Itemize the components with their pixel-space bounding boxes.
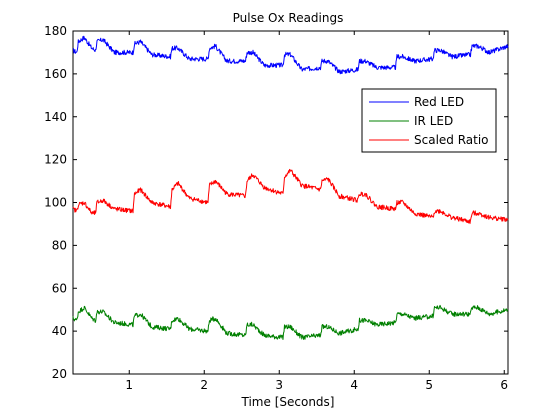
x-axis-label: Time [Seconds] — [241, 395, 335, 409]
legend-label: Scaled Ratio — [414, 133, 489, 147]
y-tick-label: 40 — [52, 324, 67, 338]
y-tick-label: 120 — [44, 153, 67, 167]
series-layer — [72, 35, 509, 340]
y-tick-label: 140 — [44, 110, 67, 124]
y-tick-label: 60 — [52, 281, 67, 295]
legend: Red LED IR LED Scaled Ratio — [361, 88, 497, 153]
y-tick-label: 160 — [44, 67, 67, 81]
x-tick-label: 1 — [125, 378, 133, 392]
x-tick-label: 5 — [425, 378, 433, 392]
series-line-red-led — [72, 35, 509, 75]
x-tick-label: 6 — [500, 378, 508, 392]
ticks-layer: 1 2 3 4 5 6 20 40 60 80 100 120 140 160 180 — [44, 24, 508, 392]
series-line-ir-led — [72, 304, 509, 340]
x-tick-label: 3 — [275, 378, 283, 392]
y-tick-label: 100 — [44, 196, 67, 210]
legend-label: Red LED — [414, 95, 464, 109]
legend-label: IR LED — [414, 114, 453, 128]
chart-title: Pulse Ox Readings — [233, 11, 344, 25]
y-tick-label: 180 — [44, 24, 67, 38]
x-tick-label: 4 — [350, 378, 358, 392]
plot-area — [72, 30, 509, 375]
y-tick-label: 20 — [52, 367, 67, 381]
x-tick-label: 2 — [200, 378, 208, 392]
y-tick-label: 80 — [52, 238, 67, 252]
series-line-scaled-ratio — [72, 168, 509, 225]
